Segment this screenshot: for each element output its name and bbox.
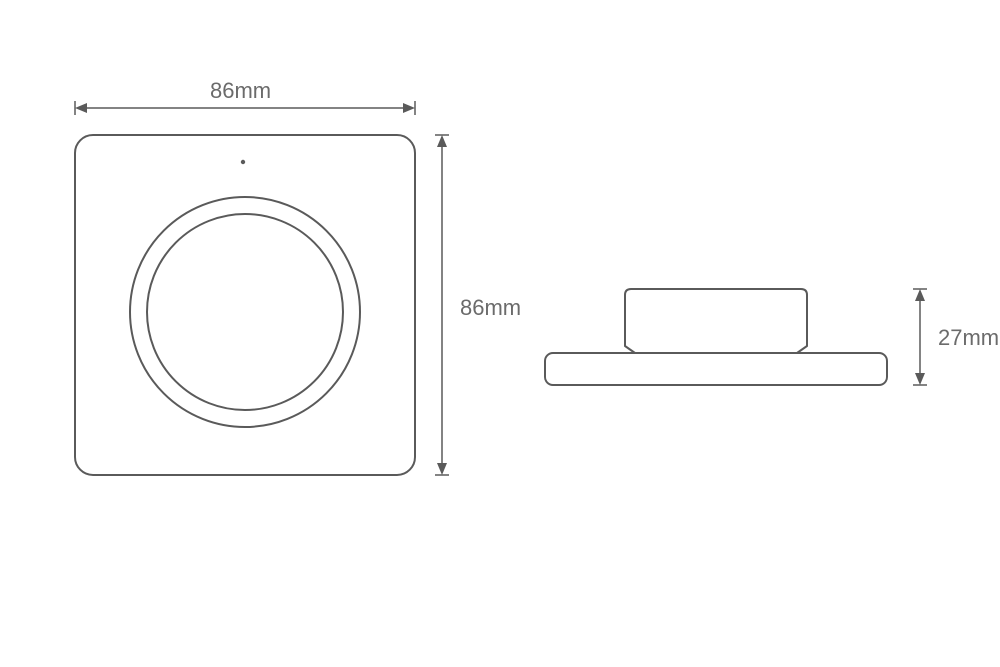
side-view: 27mm — [545, 289, 999, 385]
side-plate — [545, 353, 887, 385]
dimension-height-front-label: 86mm — [460, 295, 521, 320]
dimension-width: 86mm — [75, 78, 415, 115]
knob-ring-inner — [147, 214, 343, 410]
front-view: 86mm 86mm — [75, 78, 521, 475]
knob-ring-outer — [130, 197, 360, 427]
technical-drawing: 86mm 86mm 27mm — [0, 0, 1000, 667]
dimension-height-side-label: 27mm — [938, 325, 999, 350]
front-plate — [75, 135, 415, 475]
side-knob — [625, 289, 807, 353]
dimension-height-side: 27mm — [913, 289, 999, 385]
dimension-height-front: 86mm — [435, 135, 521, 475]
led-indicator-dot — [241, 160, 245, 164]
dimension-width-label: 86mm — [210, 78, 271, 103]
